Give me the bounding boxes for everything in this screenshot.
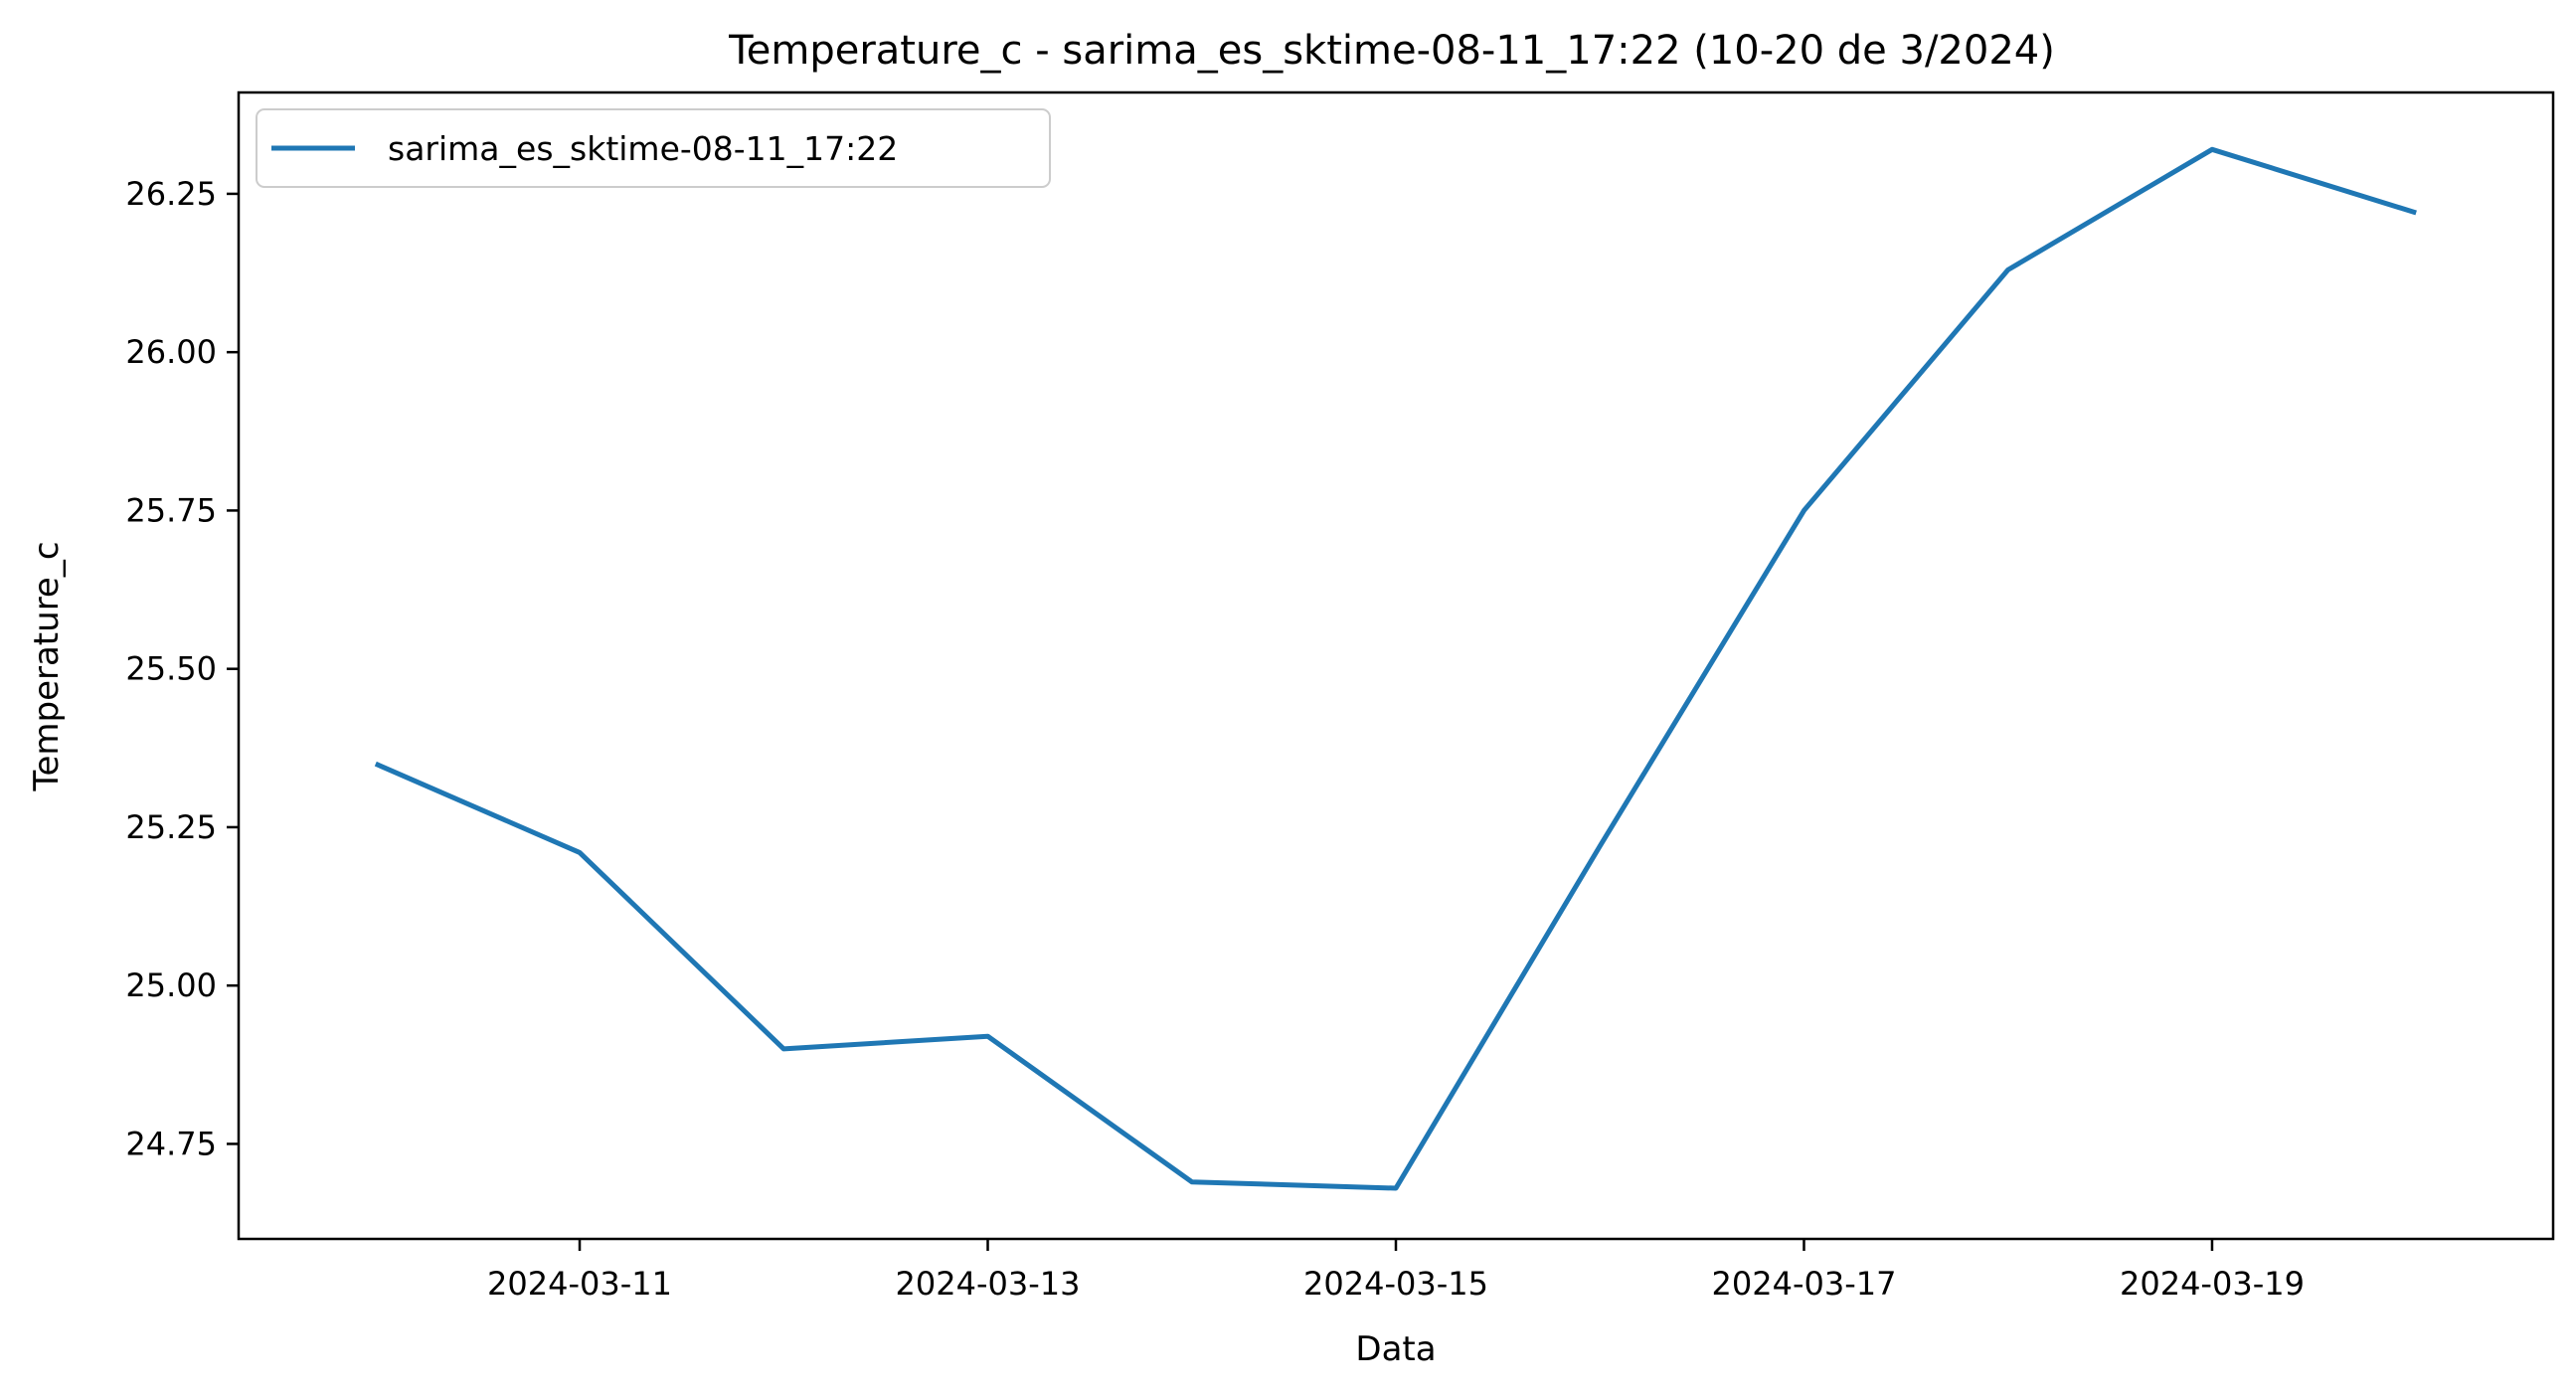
- x-tick-label: 2024-03-19: [2120, 1265, 2305, 1303]
- series-line-0: [374, 146, 2417, 1191]
- x-tick-label: 2024-03-15: [1303, 1265, 1488, 1303]
- legend-label: sarima_es_sktime-08-11_17:22: [388, 129, 898, 168]
- y-tick-label: 26.00: [125, 333, 217, 371]
- y-axis: 24.75 25.00 25.25 25.50 25.75 26.00 26.25: [125, 175, 239, 1162]
- y-axis-label: Temperature_c: [27, 541, 67, 791]
- series-layer: [374, 146, 2417, 1191]
- legend: sarima_es_sktime-08-11_17:22: [256, 108, 1051, 188]
- y-tick-label: 24.75: [125, 1125, 217, 1162]
- y-tick-label: 25.75: [125, 491, 217, 529]
- plot-area-frame: [237, 90, 2555, 1241]
- y-tick-label: 25.00: [125, 966, 217, 1004]
- x-tick-label: 2024-03-13: [896, 1265, 1081, 1303]
- y-tick-label: 25.50: [125, 650, 217, 688]
- y-tick-label: 25.25: [125, 808, 217, 846]
- chart-title: Temperature_c - sarima_es_sktime-08-11_1…: [728, 28, 2055, 74]
- x-tick-label: 2024-03-17: [1712, 1265, 1897, 1303]
- x-axis-label: Data: [1355, 1329, 1436, 1369]
- x-tick-label: 2024-03-11: [487, 1265, 672, 1303]
- legend-box: [256, 108, 1051, 188]
- x-axis: 2024-03-11 2024-03-13 2024-03-15 2024-03-17…: [487, 1239, 2305, 1303]
- y-tick-label: 26.25: [125, 175, 217, 213]
